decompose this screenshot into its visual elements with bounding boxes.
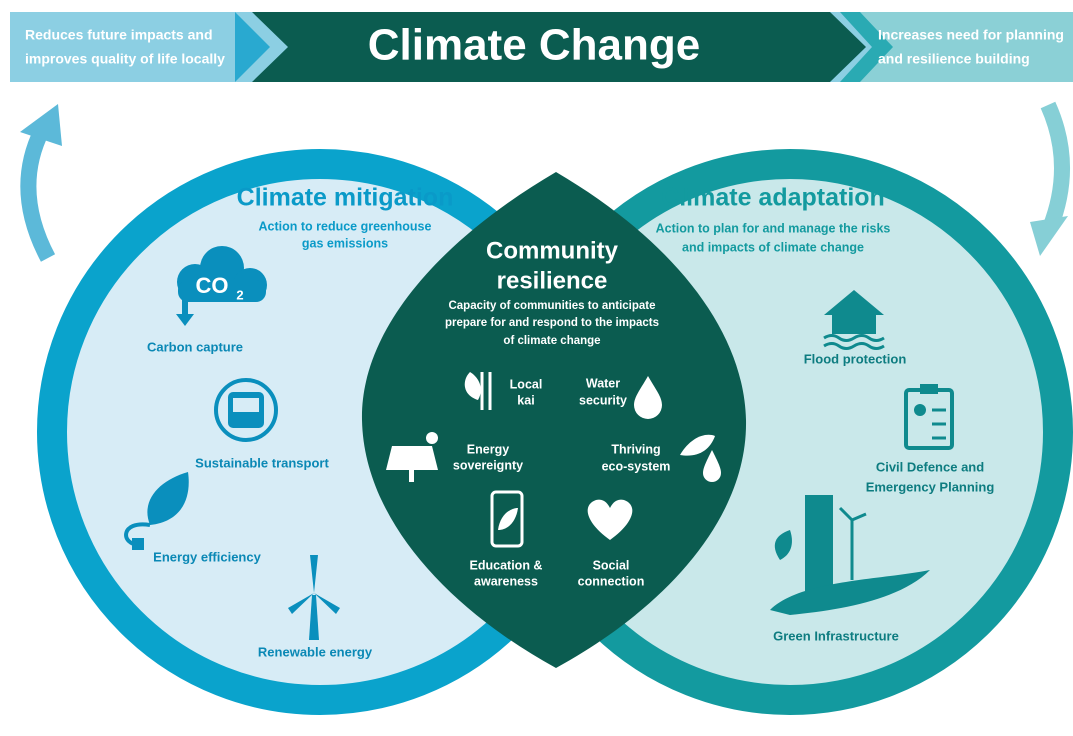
item-label: Local — [510, 377, 543, 391]
arrow-head — [1030, 216, 1068, 256]
adaptation-subtitle: Action to plan for and manage the risks — [656, 221, 891, 235]
item-label: Education & — [470, 558, 543, 572]
banner-right-text: Increases need for planning — [878, 27, 1064, 43]
item-label: sovereignty — [453, 458, 523, 472]
item-label: Flood protection — [804, 351, 907, 366]
mitigation-title: Climate mitigation — [237, 184, 454, 212]
community-subtitle: Capacity of communities to anticipate — [448, 300, 655, 312]
item-label: Carbon capture — [147, 339, 243, 354]
banner-left-text: Reduces future impacts and — [25, 27, 213, 43]
item-label: Social — [593, 558, 630, 572]
item-label: kai — [517, 393, 534, 407]
item-label: connection — [578, 574, 645, 588]
item-label: Energy — [467, 442, 509, 456]
item-label: Water — [586, 376, 620, 390]
banner-left-text: improves quality of life locally — [25, 51, 225, 67]
item-label: eco-system — [602, 459, 671, 473]
banner-title: Climate Change — [368, 21, 701, 70]
item-label: Emergency Planning — [866, 479, 995, 494]
item-label: awareness — [474, 574, 538, 588]
co2-text: CO — [196, 273, 229, 298]
item-label: Sustainable transport — [195, 455, 329, 470]
co2-sub: 2 — [236, 287, 243, 302]
infographic: Reduces future impacts and improves qual… — [0, 0, 1073, 736]
community-title: Community — [486, 237, 619, 264]
item-label: Renewable energy — [258, 644, 373, 659]
cycle-arrow — [28, 130, 48, 258]
community-title: resilience — [497, 267, 608, 294]
banner-right-text: and resilience building — [878, 51, 1030, 67]
adaptation-subtitle: and impacts of climate change — [682, 240, 864, 254]
mitigation-subtitle: Action to reduce greenhouse — [259, 219, 432, 233]
item-label: Civil Defence and — [876, 459, 984, 474]
adaptation-title: Climate adaptation — [661, 184, 885, 212]
item-label: Green Infrastructure — [773, 628, 899, 643]
item-label: security — [579, 393, 627, 407]
mitigation-subtitle: gas emissions — [302, 236, 388, 250]
item-label: Energy efficiency — [153, 549, 261, 564]
cycle-arrow — [1048, 105, 1062, 228]
community-subtitle: prepare for and respond to the impacts — [445, 317, 659, 329]
community-subtitle: of climate change — [503, 335, 600, 347]
item-label: Thriving — [611, 442, 660, 456]
